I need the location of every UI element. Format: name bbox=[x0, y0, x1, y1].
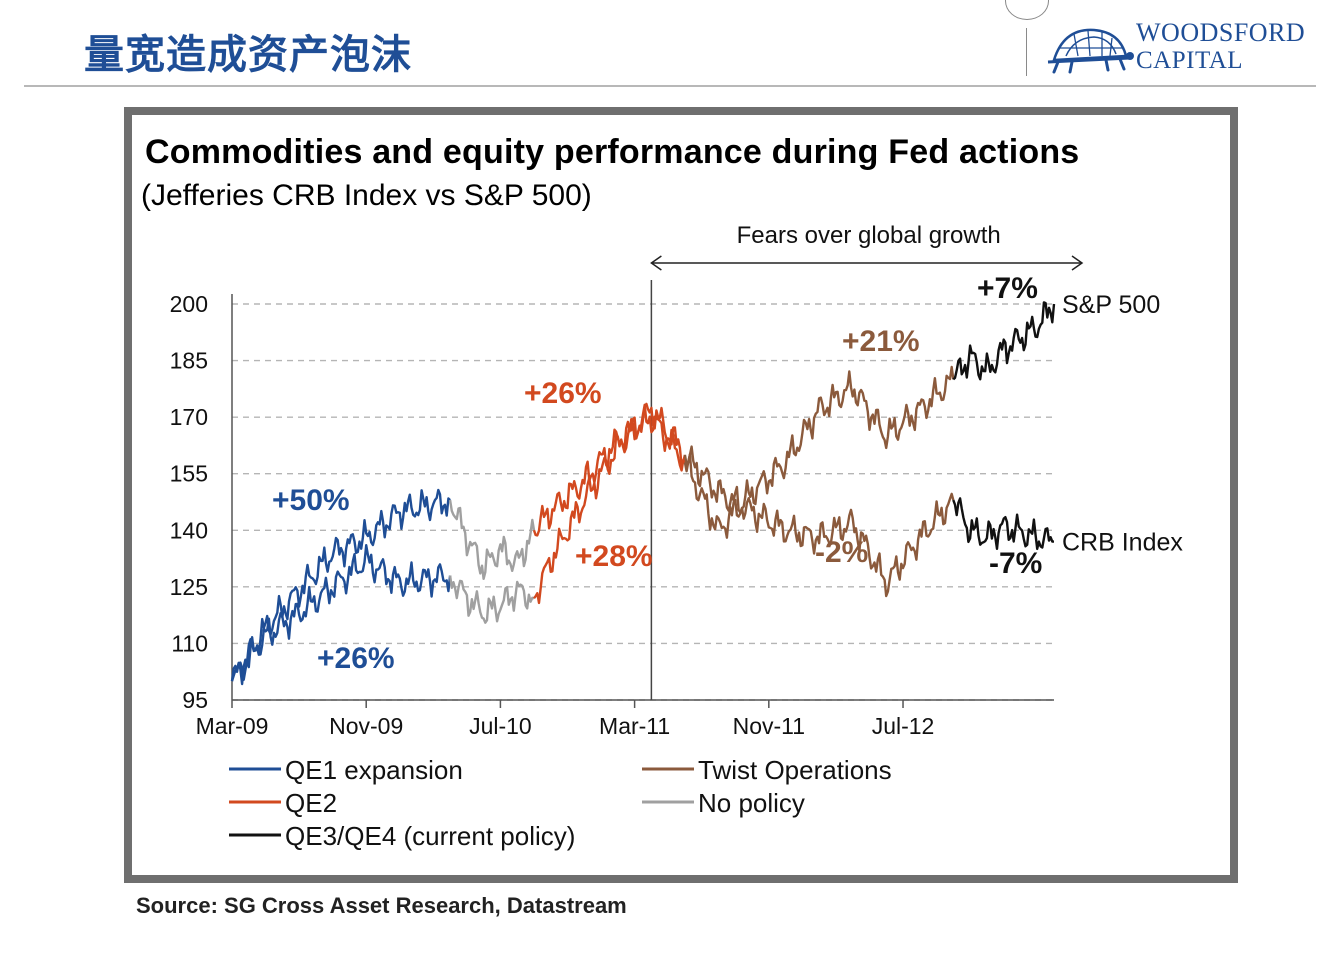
x-tick-label: Mar-09 bbox=[196, 713, 269, 739]
legend-label: No policy bbox=[698, 788, 805, 818]
y-tick-label: 125 bbox=[170, 574, 208, 600]
y-tick-label: 170 bbox=[170, 404, 208, 430]
series-line bbox=[683, 365, 955, 539]
slide-title: 量宽造成资产泡沫 bbox=[84, 32, 412, 78]
chart-title: Commodities and equity performance durin… bbox=[145, 133, 1080, 171]
y-tick-label: 185 bbox=[170, 348, 208, 374]
series-line bbox=[683, 445, 955, 598]
legend-label: QE3/QE4 (current policy) bbox=[285, 821, 575, 851]
x-tick-label: Nov-09 bbox=[329, 713, 403, 739]
series-label: CRB Index bbox=[1062, 529, 1183, 557]
source-note: Source: SG Cross Asset Research, Datastr… bbox=[136, 893, 627, 918]
chart-canvas: 95 110 125 140 155 170 185 200 Mar-09 Nov-09 Jul-1… bbox=[170, 222, 1184, 851]
series-line bbox=[952, 497, 1054, 551]
turtle-icon bbox=[1047, 28, 1134, 74]
legend-label: QE2 bbox=[285, 788, 337, 818]
x-tick-label: Nov-11 bbox=[733, 713, 805, 739]
woodsford-logo: WOODSFORD CAPITAL bbox=[1044, 18, 1306, 78]
series-line bbox=[532, 403, 686, 537]
arrow-head-right bbox=[1071, 255, 1084, 271]
series-line bbox=[533, 402, 687, 605]
performance-annotation: +26% bbox=[524, 377, 602, 410]
x-tick-label: Jul-12 bbox=[872, 713, 935, 739]
chart-subtitle: (Jefferies CRB Index vs S&P 500) bbox=[141, 179, 592, 212]
y-tick-label: 110 bbox=[171, 630, 208, 656]
y-tick-label: 95 bbox=[182, 687, 208, 713]
x-tick-label: Mar-11 bbox=[599, 713, 670, 739]
performance-annotation: +28% bbox=[575, 540, 653, 573]
reference-annotation: Fears over global growth bbox=[737, 222, 1001, 249]
y-tick-label: 155 bbox=[170, 461, 208, 487]
performance-annotation: +7% bbox=[977, 272, 1038, 305]
series-line bbox=[230, 544, 452, 682]
y-tick-label: 140 bbox=[170, 517, 208, 543]
series-label: S&P 500 bbox=[1062, 291, 1160, 319]
x-tick-label: Jul-10 bbox=[469, 713, 532, 739]
logo-divider bbox=[1026, 28, 1027, 76]
legend-label: QE1 expansion bbox=[285, 755, 463, 785]
logo-line-2: CAPITAL bbox=[1136, 47, 1244, 74]
header-divider bbox=[24, 85, 1316, 87]
series-line bbox=[448, 575, 535, 624]
performance-annotation: +26% bbox=[317, 642, 395, 675]
legend-label: Twist Operations bbox=[698, 755, 892, 785]
performance-annotation: +21% bbox=[842, 325, 920, 358]
chart-frame: Commodities and equity performance durin… bbox=[124, 107, 1238, 883]
page-number-badge bbox=[1005, 0, 1049, 20]
y-tick-label: 200 bbox=[170, 291, 208, 317]
performance-annotation: -2% bbox=[815, 536, 868, 569]
performance-annotation: +50% bbox=[272, 484, 350, 517]
logo-line-1: WOODSFORD bbox=[1136, 18, 1306, 47]
performance-annotation: -7% bbox=[989, 547, 1042, 580]
logo-wordmark: WOODSFORD CAPITAL bbox=[1136, 18, 1306, 74]
arrow-head-left bbox=[650, 255, 662, 271]
series-line bbox=[448, 499, 536, 580]
series-line bbox=[952, 301, 1056, 381]
